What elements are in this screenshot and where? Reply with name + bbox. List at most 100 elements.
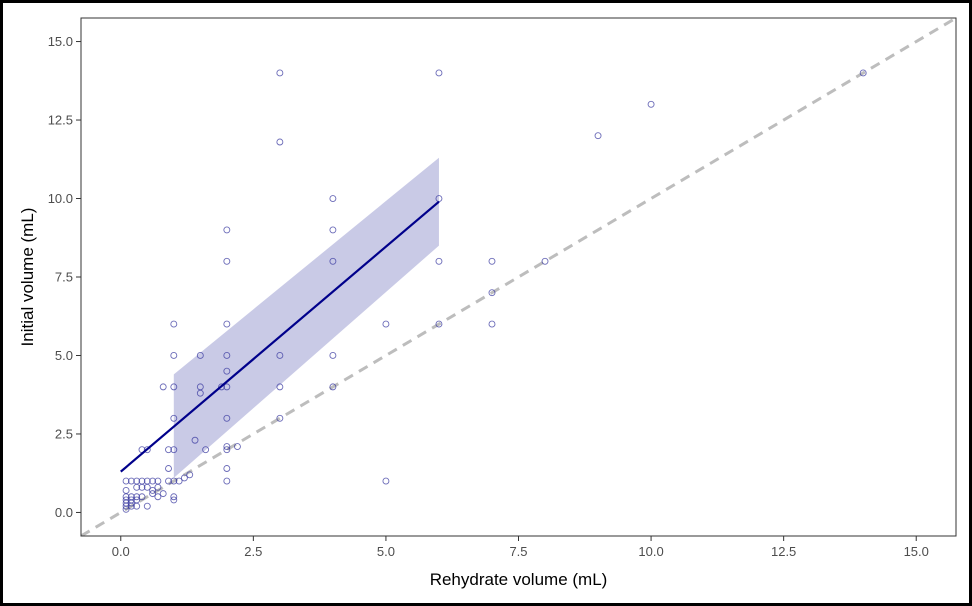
data-point [138,493,146,501]
data-point [233,443,241,450]
data-point [329,383,337,391]
data-point [127,496,135,504]
data-point [488,257,496,265]
x-tick-label: 15.0 [904,544,929,559]
data-point [159,383,167,391]
x-axis: 0.0 2.5 5.0 7.5 10.0 12.5 15.0 [112,536,929,559]
data-point [223,446,231,454]
data-point [223,443,231,450]
data-point [223,477,231,485]
data-point [218,383,225,391]
data-point [329,257,337,265]
data-point [127,493,135,501]
data-point [127,477,135,485]
data-point [170,414,178,422]
x-tick-label: 0.0 [112,544,130,559]
y-tick-label: 7.5 [55,270,73,285]
data-point [170,477,178,485]
x-tick-label: 2.5 [244,544,262,559]
x-tick-label: 10.0 [638,544,663,559]
data-point [186,471,194,479]
data-point [159,490,167,498]
data-point [149,487,157,494]
data-point [170,352,178,359]
data-point [170,320,178,328]
data-point [859,69,867,77]
data-point [170,446,178,454]
data-point [223,226,231,234]
fit-line [120,200,440,473]
data-point [180,474,188,482]
data-point [133,496,141,504]
data-point [276,352,284,359]
data-point [149,490,157,498]
data-point [191,436,199,444]
data-point [435,195,443,202]
data-point [223,257,231,265]
data-point [594,132,602,140]
data-point [329,226,337,234]
data-point [223,465,231,472]
data-point [133,477,141,485]
data-point [329,352,337,359]
y-tick-label: 10.0 [48,191,73,206]
data-point [154,493,162,501]
data-point [276,138,284,146]
y-axis: 0.0 2.5 5.0 7.5 10.0 12.5 15.0 [48,34,81,520]
data-point [435,320,443,328]
data-point [122,487,130,494]
data-point [223,367,231,375]
data-point [154,477,162,485]
data-point [541,257,549,265]
y-axis-title: Initial volume (mL) [18,208,37,347]
data-point [223,320,231,328]
chart-frame: 0.0 2.5 5.0 7.5 10.0 12.5 15.0 0.0 2.5 5.0 7.5 10.… [3,3,969,603]
plot-layers [81,18,956,536]
x-tick-label: 7.5 [509,544,527,559]
data-point [196,383,204,391]
data-point [276,69,284,77]
data-point [165,465,172,472]
data-point [196,352,204,359]
data-point [165,477,172,485]
data-point [122,496,130,504]
plot-area [80,17,957,537]
y-tick-label: 2.5 [55,426,73,441]
y-tick-label: 5.0 [55,348,73,363]
identity-line [81,18,956,536]
scatter-chart: 0.0 2.5 5.0 7.5 10.0 12.5 15.0 0.0 2.5 5.0 7.5 10.… [18,17,957,589]
data-point [143,477,151,485]
data-point [170,383,178,391]
data-point [223,352,231,359]
y-tick-label: 15.0 [48,34,73,49]
data-point [143,502,151,510]
x-tick-label: 5.0 [377,544,395,559]
data-point [202,446,210,454]
data-point [175,477,183,485]
y-tick-label: 0.0 [55,505,73,520]
data-point [165,446,172,454]
data-point [382,477,390,485]
data-point [223,383,231,391]
data-point [435,69,443,77]
data-point [223,414,231,422]
data-point [488,289,496,297]
data-point [170,496,178,504]
data-point [276,414,284,422]
confidence-band [173,157,439,478]
data-point [276,383,284,391]
x-tick-label: 12.5 [771,544,796,559]
data-point [133,493,141,501]
data-point [488,320,496,328]
y-tick-label: 12.5 [48,113,73,128]
data-point [138,477,146,485]
data-point [329,195,337,202]
data-point [149,477,157,485]
data-point [122,477,130,485]
data-point [143,446,151,454]
data-point [170,493,178,501]
data-point [647,100,655,108]
data-point [382,320,390,328]
data-point [435,257,443,265]
x-axis-title: Rehydrate volume (mL) [430,570,608,589]
